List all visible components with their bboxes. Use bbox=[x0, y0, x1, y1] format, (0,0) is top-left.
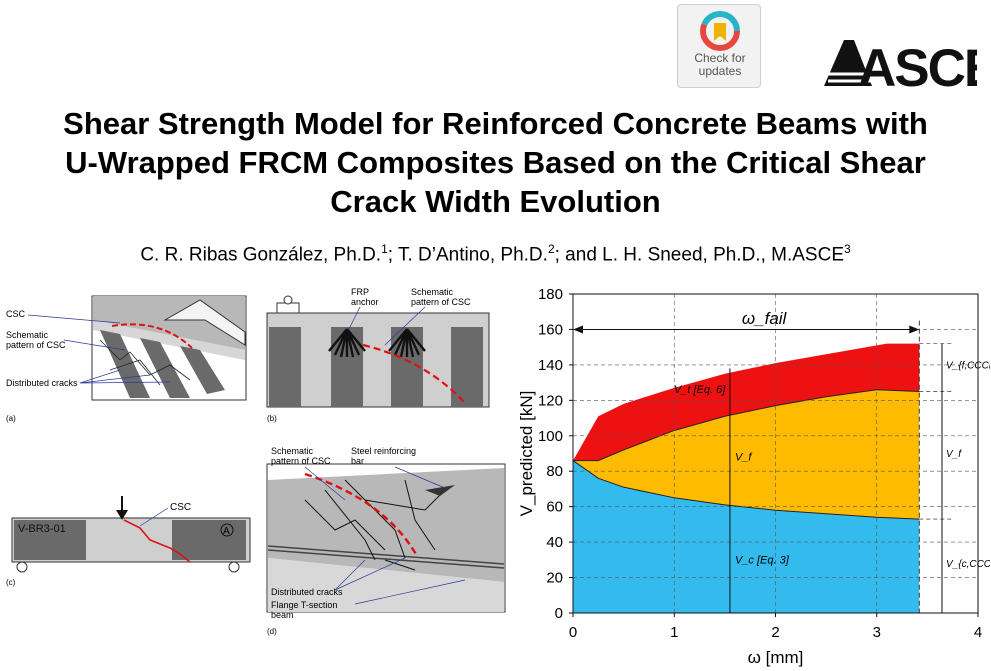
x-tick-label: 1 bbox=[670, 624, 678, 641]
fig-a-schematic-1: Schematic bbox=[6, 330, 49, 340]
omega-fail-arrow-right bbox=[909, 325, 920, 334]
x-tick-label: 0 bbox=[569, 624, 577, 641]
fig-d-flange-1: Flange T-section bbox=[271, 600, 337, 610]
asce-logo-text: ASCE bbox=[858, 39, 977, 90]
figure-c: CSC V-BR3-01 A (c) bbox=[6, 496, 251, 587]
title-line-1: Shear Strength Model for Reinforced Conc… bbox=[63, 106, 928, 141]
figure-d: Schematic pattern of CSC Steel reinforci… bbox=[266, 446, 506, 636]
y-tick-label: 20 bbox=[546, 570, 563, 587]
y-tick-label: 0 bbox=[555, 605, 563, 622]
y-tick-label: 160 bbox=[538, 321, 563, 338]
check-for-updates-badge[interactable]: Check for updates bbox=[677, 4, 761, 88]
line-vf bbox=[573, 389, 920, 462]
fig-d-flange-2: beam bbox=[271, 610, 294, 620]
y-tick-label: 140 bbox=[538, 357, 563, 374]
y-tick-label: 80 bbox=[546, 463, 563, 480]
fig-c-csc-label: CSC bbox=[170, 502, 191, 513]
line-vc bbox=[572, 460, 920, 520]
fig-d-steel-2: bar bbox=[351, 456, 364, 466]
x-tick-label: 2 bbox=[771, 624, 779, 641]
fig-b-frp-1: FRP bbox=[351, 287, 369, 297]
x-tick-label: 4 bbox=[974, 624, 982, 641]
fig-c-label: (c) bbox=[6, 578, 16, 587]
fig-c-circle-label: A bbox=[223, 526, 230, 537]
author-2-affil: 2 bbox=[547, 242, 555, 256]
fig-b-schematic-1: Schematic bbox=[411, 287, 454, 297]
vt-label: V_t [Eq. 6] bbox=[674, 384, 726, 396]
figure-b: FRP anchor Schematic pattern of CSC (b) bbox=[266, 287, 490, 423]
x-axis-label: ω [mm] bbox=[748, 648, 804, 667]
figure-a: CSC Schematic pattern of CSC Distributed… bbox=[6, 295, 247, 423]
crossmark-icon bbox=[700, 11, 740, 51]
author-3: ; and L. H. Sneed, Ph.D., M.ASCE bbox=[554, 244, 844, 266]
fig-a-schematic-2: pattern of CSC bbox=[6, 340, 66, 350]
fig-d-schematic-2: pattern of CSC bbox=[271, 456, 331, 466]
title-line-3: Crack Width Evolution bbox=[330, 184, 661, 219]
right-label-top: V_{f,CCCM} bbox=[946, 360, 990, 371]
x-tick-label: 3 bbox=[873, 624, 881, 641]
badge-line1: Check for bbox=[694, 51, 746, 65]
author-2: ; T. D’Antino, Ph.D. bbox=[387, 244, 548, 266]
author-1: C. R. Ribas González, Ph.D. bbox=[140, 244, 382, 266]
y-tick-label: 180 bbox=[538, 286, 563, 303]
fig-b-schematic-2: pattern of CSC bbox=[411, 297, 471, 307]
y-tick-label: 40 bbox=[546, 534, 563, 551]
area-vc bbox=[573, 460, 920, 613]
fig-b-frp-2: anchor bbox=[351, 297, 379, 307]
author-1-affil: 1 bbox=[381, 242, 388, 256]
y-axis-label: V_predicted [kN] bbox=[517, 391, 536, 517]
area-vt bbox=[573, 343, 920, 461]
y-tick-label: 120 bbox=[538, 392, 563, 409]
vf-label: V_f bbox=[735, 452, 752, 464]
badge-line2: updates bbox=[698, 64, 742, 78]
author-3-affil: 3 bbox=[844, 242, 851, 256]
plot-area: 0 20 40 60 80 100 120 140 160 180 0 1 2 3 4 ω_fail V_c [… bbox=[517, 286, 990, 667]
fig-a-csc-label: CSC bbox=[6, 309, 26, 319]
right-label-bottom: V_{c,CCCM} bbox=[946, 559, 990, 570]
omega-fail-label: ω_fail bbox=[742, 309, 788, 328]
fig-d-label: (d) bbox=[267, 627, 277, 636]
omega-fail-arrow-left bbox=[573, 325, 583, 334]
fig-d-cracks-label: Distributed cracks bbox=[271, 587, 343, 597]
fig-a-cracks-label: Distributed cracks bbox=[6, 378, 78, 388]
fig-d-schematic-1: Schematic bbox=[271, 446, 314, 456]
y-tick-label: 100 bbox=[538, 428, 563, 445]
asce-logo: ASCE bbox=[824, 39, 977, 90]
shear-strength-chart: 0 20 40 60 80 100 120 140 160 180 0 1 2 3 4 ω_fail V_c [… bbox=[517, 286, 990, 667]
fig-a-label: (a) bbox=[6, 414, 16, 423]
author-list: C. R. Ribas González, Ph.D.1; T. D’Antin… bbox=[0, 242, 991, 266]
y-tick-label: 60 bbox=[546, 499, 563, 516]
fig-d-steel-1: Steel reinforcing bbox=[351, 446, 416, 456]
plot-frame bbox=[572, 293, 979, 614]
right-label-mid: V_f bbox=[946, 449, 962, 460]
fig-b-label: (b) bbox=[267, 414, 277, 423]
area-vf bbox=[573, 389, 920, 520]
vc-label: V_c [Eq. 3] bbox=[735, 554, 790, 566]
fig-c-specimen-label: V-BR3-01 bbox=[18, 523, 66, 535]
paper-title: Shear Strength Model for Reinforced Conc… bbox=[0, 104, 991, 221]
title-line-2: U-Wrapped FRCM Composites Based on the C… bbox=[65, 145, 926, 180]
